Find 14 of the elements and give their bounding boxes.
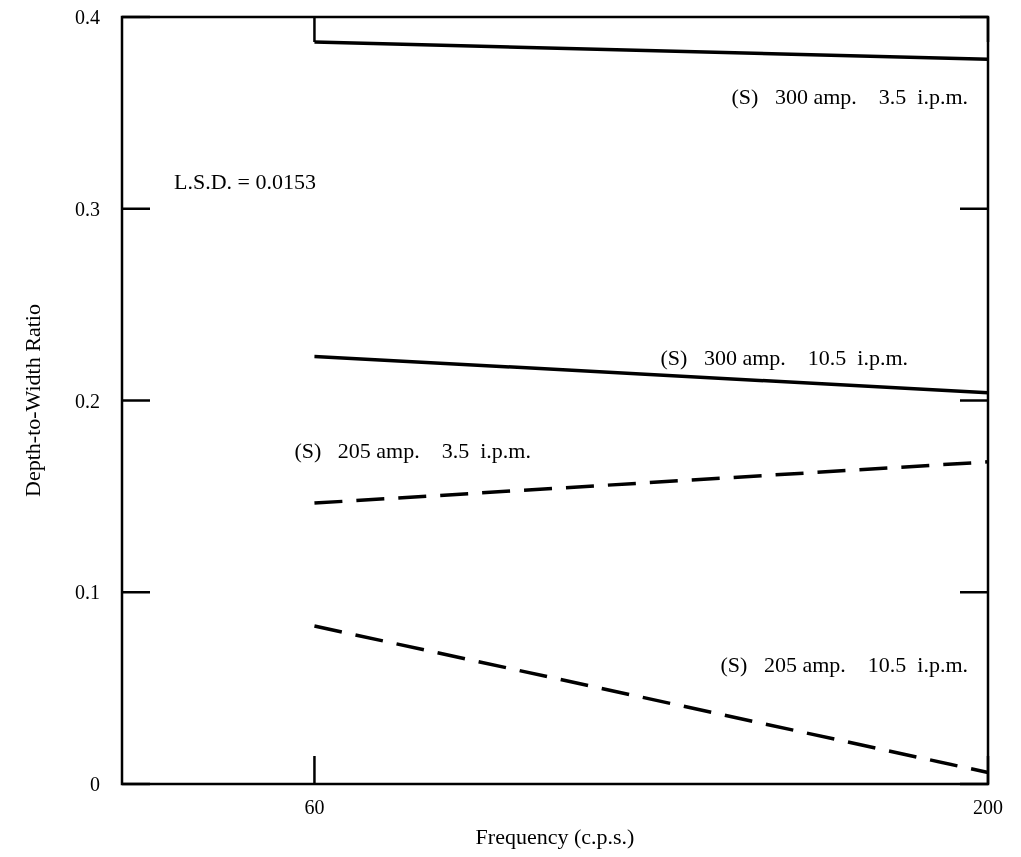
y-tick-label: 0.2 xyxy=(75,389,100,412)
x-tick-label: 60 xyxy=(304,796,325,818)
x-tick-label: 200 xyxy=(973,796,1003,818)
y-tick-label: 0.3 xyxy=(75,197,100,220)
series-label: (S) 205 amp. 3.5 i.p.m. xyxy=(294,438,531,464)
series-label: (S) 300 amp. 3.5 i.p.m. xyxy=(731,84,968,110)
series-label: (S) 300 amp. 10.5 i.p.m. xyxy=(660,344,908,370)
x-axis-title: Frequency (c.p.s.) xyxy=(475,824,635,849)
y-tick-label: 0 xyxy=(90,773,100,795)
y-tick-label: 0.1 xyxy=(75,581,100,604)
annotation: L.S.D. = 0.0153 xyxy=(174,169,316,194)
series-label: (S) 205 amp. 10.5 i.p.m. xyxy=(720,652,968,678)
y-tick-label: 0.4 xyxy=(75,6,100,28)
y-axis-title: Depth-to-Width Ratio xyxy=(20,304,45,497)
